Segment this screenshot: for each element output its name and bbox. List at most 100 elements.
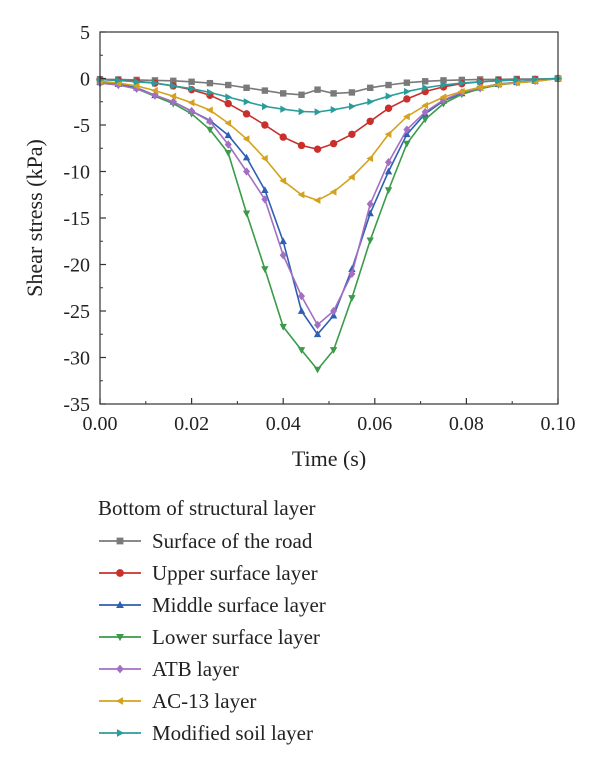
legend-item: Lower surface layer <box>98 621 578 653</box>
data-point <box>366 117 374 125</box>
data-point <box>224 119 232 127</box>
data-point <box>279 177 287 185</box>
data-point <box>133 78 141 86</box>
x-tick-label: 0.02 <box>174 413 209 435</box>
data-point <box>366 154 374 163</box>
data-point <box>421 116 429 124</box>
data-point <box>170 82 178 90</box>
legend-marker <box>116 633 124 642</box>
data-point <box>313 196 321 205</box>
data-point <box>329 139 338 148</box>
data-point <box>348 269 356 278</box>
data-point <box>329 188 337 196</box>
data-point <box>384 104 393 112</box>
x-tick-label: 0.08 <box>449 413 484 435</box>
legend-item: AC-13 layer <box>98 685 578 717</box>
legend-label: Middle surface layer <box>152 592 326 617</box>
legend-marker <box>116 569 124 577</box>
data-point <box>207 88 214 97</box>
data-point <box>225 81 232 89</box>
legend-title: Bottom of structural layer <box>98 496 316 520</box>
legend-item: Surface of the road <box>98 525 578 557</box>
data-point <box>477 78 484 86</box>
data-point <box>422 84 430 92</box>
data-point <box>132 82 140 90</box>
legend-label: Surface of the road <box>152 528 313 553</box>
data-point <box>314 108 322 116</box>
legend-swatch <box>99 664 141 674</box>
legend-label: Lower surface layer <box>152 624 320 649</box>
data-point <box>206 79 214 87</box>
data-point <box>366 209 374 217</box>
data-point <box>298 291 306 301</box>
legend-marker <box>116 600 124 609</box>
data-point <box>366 199 374 209</box>
legend-swatch <box>99 697 141 705</box>
series-line <box>99 77 559 151</box>
data-point <box>313 330 322 338</box>
data-point <box>115 76 123 85</box>
data-point <box>403 87 411 96</box>
legend-items: Surface of the road Upper surface layer Mi… <box>98 525 578 749</box>
legend-label: AC-13 layer <box>152 688 257 713</box>
data-point <box>384 167 393 175</box>
series-line <box>99 77 559 202</box>
data-point <box>385 158 393 167</box>
data-point <box>385 92 393 100</box>
data-point <box>243 167 251 176</box>
legend-marker <box>115 697 124 705</box>
data-point <box>152 79 159 87</box>
data-point <box>384 130 392 138</box>
series-line <box>99 77 559 113</box>
data-point <box>495 77 503 85</box>
data-point <box>279 251 287 260</box>
data-point <box>297 141 306 150</box>
data-point <box>330 306 338 316</box>
data-point <box>348 89 356 96</box>
data-point <box>188 85 196 93</box>
data-point <box>494 80 502 89</box>
data-point <box>169 92 177 100</box>
x-tick-label: 0.10 <box>541 413 576 435</box>
legend-swatch <box>99 633 141 642</box>
data-point <box>314 86 321 93</box>
series-layer <box>96 74 562 374</box>
legend-swatch <box>99 569 141 577</box>
data-point <box>224 99 232 108</box>
data-point <box>421 101 429 110</box>
data-point <box>348 173 355 181</box>
legend-marker <box>116 664 124 674</box>
shear-stress-chart: 0.00 0.02 0.04 0.06 0.08 0.10 5 0 -5 -10 -15 -20 -25… <box>22 22 576 470</box>
y-tick-label: -35 <box>63 394 90 416</box>
legend-label: ATB layer <box>152 656 239 681</box>
data-point <box>262 102 269 111</box>
data-point <box>297 307 306 314</box>
legend-swatch <box>99 729 141 737</box>
x-tick-label: 0.04 <box>266 413 301 435</box>
legend: Bottom of structural layer Surface of th… <box>98 494 578 749</box>
data-point <box>367 98 375 106</box>
data-point <box>224 150 232 157</box>
data-point <box>224 140 232 149</box>
data-point <box>279 237 287 245</box>
data-point <box>439 95 448 105</box>
data-point <box>242 110 251 118</box>
series-7 <box>97 74 562 116</box>
data-point <box>206 117 214 126</box>
data-point <box>440 81 448 89</box>
data-point <box>532 75 539 84</box>
data-point <box>243 98 251 106</box>
data-point <box>329 347 338 354</box>
y-axis-title: Shear stress (kPa) <box>22 139 47 297</box>
data-point <box>314 320 322 330</box>
x-tick-label: 0.00 <box>83 413 118 435</box>
legend-swatch <box>99 537 141 545</box>
data-point <box>458 76 466 84</box>
legend-item: Modified soil layer <box>98 717 578 749</box>
legend-marker <box>116 729 125 737</box>
series-5 <box>96 74 562 330</box>
data-point <box>403 95 411 103</box>
data-point <box>279 133 287 141</box>
series-line <box>99 77 559 371</box>
plot-frame <box>99 31 559 405</box>
